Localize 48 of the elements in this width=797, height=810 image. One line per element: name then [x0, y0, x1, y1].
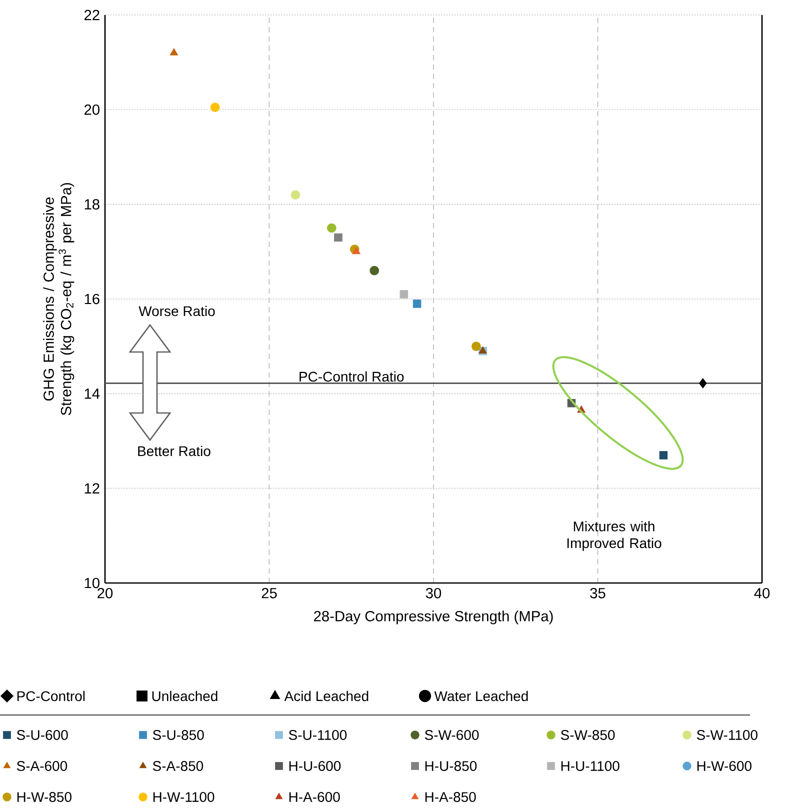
- legend-label: H-U-850: [425, 761, 477, 771]
- ref-line-label: PC-Control Ratio: [300, 371, 404, 382]
- y-tick-label: 16: [84, 294, 100, 304]
- legend-label: S-U-1100: [288, 730, 347, 740]
- point: [412, 300, 422, 308]
- point: [699, 378, 707, 388]
- point: [370, 266, 380, 276]
- legend-label: H-U-1100: [561, 761, 620, 771]
- annotation: Better Ratio: [138, 446, 210, 456]
- y-tick-label: 14: [84, 388, 100, 399]
- point: [210, 102, 220, 112]
- legend-label: S-W-600: [424, 730, 479, 740]
- x-tick-label: 35: [590, 588, 606, 598]
- legend-label: S-U-600: [16, 730, 68, 740]
- legend-label: Unleached: [152, 690, 218, 702]
- legend-label: S-A-850: [152, 761, 204, 771]
- y-tick-label: 20: [84, 104, 100, 115]
- point: [472, 342, 481, 351]
- y-tick-label: 18: [84, 199, 100, 210]
- legend-label: H-W-600: [697, 761, 752, 771]
- point: [334, 233, 342, 242]
- legend-label: Water Leached: [434, 690, 528, 702]
- x-tick-label: 25: [262, 588, 277, 598]
- annotation: Mixtures with Improved Ratio: [567, 521, 662, 551]
- legend-label: S-U-850: [152, 730, 204, 740]
- point: [400, 290, 408, 298]
- point: [659, 451, 668, 460]
- x-tick-label: 30: [426, 588, 442, 598]
- y-tick-label: 10: [84, 578, 100, 588]
- y-tick-label: 22: [84, 10, 100, 20]
- legend-label: H-A-850: [425, 792, 476, 802]
- legend-label: H-W-1100: [153, 792, 214, 802]
- x-tick-label: 20: [98, 588, 113, 598]
- point: [170, 48, 178, 56]
- legend-label: S-W-850: [560, 730, 615, 740]
- legend-label: H-U-600: [289, 761, 341, 771]
- y-tick-label: 12: [84, 483, 100, 494]
- legend-label: H-W-850: [17, 792, 72, 802]
- legend-label: Acid Leached: [284, 690, 368, 702]
- legend-label: S-W-1100: [696, 730, 758, 740]
- x-tick-label: 40: [754, 588, 770, 598]
- annotation: Worse Ratio: [138, 306, 215, 316]
- point: [327, 223, 336, 233]
- legend-label: H-A-600: [289, 792, 340, 802]
- legend-label: S-A-600: [16, 761, 68, 771]
- point: [290, 190, 300, 200]
- legend-label: PC-Control: [17, 690, 85, 702]
- x-axis-title: 28-Day Compressive Strength (MPa): [314, 610, 553, 624]
